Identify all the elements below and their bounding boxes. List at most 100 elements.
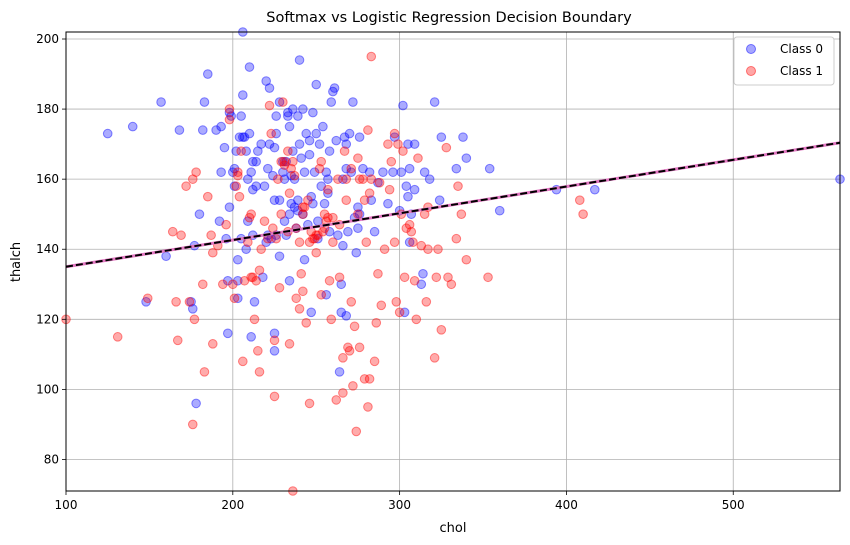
class-0-point — [298, 104, 308, 114]
class-1-point — [441, 142, 452, 153]
class-0-point — [269, 346, 280, 356]
class-0-point — [228, 167, 238, 177]
class-0-point — [364, 167, 375, 177]
class-1-point — [406, 226, 417, 237]
class-0-point — [296, 153, 307, 163]
class-0-point — [416, 279, 427, 290]
class-1-point — [416, 240, 427, 251]
class-1-point — [354, 174, 365, 184]
class-0-point — [298, 209, 308, 219]
class-0-point — [199, 97, 210, 107]
class-1-point — [303, 195, 313, 205]
class-1-point — [346, 296, 357, 307]
class-0-point — [283, 111, 293, 121]
class-0-point — [248, 184, 258, 195]
class-1-point — [296, 268, 307, 279]
class-1-point — [249, 314, 260, 325]
class-1-point — [254, 265, 265, 276]
class-1-point — [274, 282, 285, 293]
class-1-point — [331, 395, 342, 405]
class-1-point — [233, 170, 243, 181]
class-1-point — [273, 174, 283, 184]
class-1-point — [344, 346, 355, 356]
class-0-point — [403, 191, 413, 202]
class-0-point — [278, 167, 288, 177]
class-1-point — [324, 275, 335, 286]
class-0-point — [314, 139, 325, 149]
class-0-point — [316, 181, 327, 191]
class-1-point — [171, 296, 181, 307]
class-1-point — [364, 188, 375, 198]
legend-box — [733, 36, 835, 86]
class-0-point — [293, 195, 303, 205]
x-tick-label: 500 — [722, 498, 745, 512]
class-0-point — [279, 216, 290, 227]
class-0-point — [306, 307, 317, 318]
class-0-point — [304, 149, 315, 160]
class-0-point — [288, 104, 298, 114]
class-0-point — [197, 125, 208, 135]
class-0-point — [261, 237, 271, 248]
class-1-point — [187, 419, 198, 430]
class-0-point — [224, 107, 235, 118]
class-0-point — [354, 132, 365, 142]
class-1-point — [409, 275, 420, 286]
class-0-point — [241, 146, 251, 156]
class-0-point — [219, 142, 230, 153]
class-0-point — [244, 62, 255, 72]
class-0-point — [329, 83, 340, 93]
class-0-point — [338, 174, 348, 184]
class-1-point — [354, 342, 365, 353]
legend-marker-class-0 — [746, 44, 756, 54]
class-0-point — [461, 153, 472, 163]
class-0-point — [333, 230, 343, 241]
class-1-point — [343, 342, 353, 353]
class-1-point — [238, 356, 248, 367]
class-1-point — [229, 293, 240, 304]
class-1-point — [393, 139, 403, 149]
class-1-point — [339, 146, 350, 156]
class-1-point — [574, 195, 585, 205]
class-1-point — [404, 219, 415, 230]
class-0-point — [324, 146, 335, 156]
class-0-point — [289, 174, 300, 184]
plot-frame — [65, 31, 841, 492]
class-0-point — [284, 121, 295, 132]
class-0-point — [274, 251, 285, 262]
class-0-point — [236, 111, 246, 121]
class-0-point — [403, 139, 413, 149]
class-1-point — [176, 230, 186, 241]
class-0-point — [353, 202, 363, 212]
class-1-point — [386, 156, 397, 167]
class-1-point — [268, 223, 278, 234]
class-1-point — [181, 181, 191, 191]
class-0-point — [174, 125, 185, 135]
legend: Class 0 Class 1 — [733, 36, 835, 86]
class-0-point — [223, 328, 233, 339]
class-1-point — [379, 244, 390, 255]
class-1-point — [231, 181, 241, 191]
class-1-point — [389, 237, 400, 248]
class-0-point — [261, 76, 271, 86]
class-1-point — [446, 279, 457, 290]
class-0-point — [233, 275, 243, 286]
class-0-point — [351, 247, 362, 258]
class-1-point — [338, 388, 348, 398]
class-0-point — [223, 275, 233, 286]
class-0-point — [246, 332, 256, 342]
y-tick-label: 160 — [36, 172, 59, 186]
class-1-point — [253, 346, 263, 356]
class-1-point — [389, 128, 400, 139]
class-1-point — [383, 139, 393, 149]
class-1-point — [269, 391, 280, 402]
class-1-point — [239, 275, 250, 286]
legend-marker-class-1 — [746, 66, 756, 76]
y-tick-label: 180 — [36, 102, 59, 116]
class-1-point — [266, 128, 276, 139]
class-1-point — [142, 293, 153, 304]
class-1-point — [269, 335, 280, 346]
class-1-point — [294, 237, 305, 248]
class-1-point — [191, 167, 201, 177]
y-ticks: 80 100 120 140 160 180 200 — [36, 32, 66, 466]
class-0-point — [243, 216, 253, 227]
